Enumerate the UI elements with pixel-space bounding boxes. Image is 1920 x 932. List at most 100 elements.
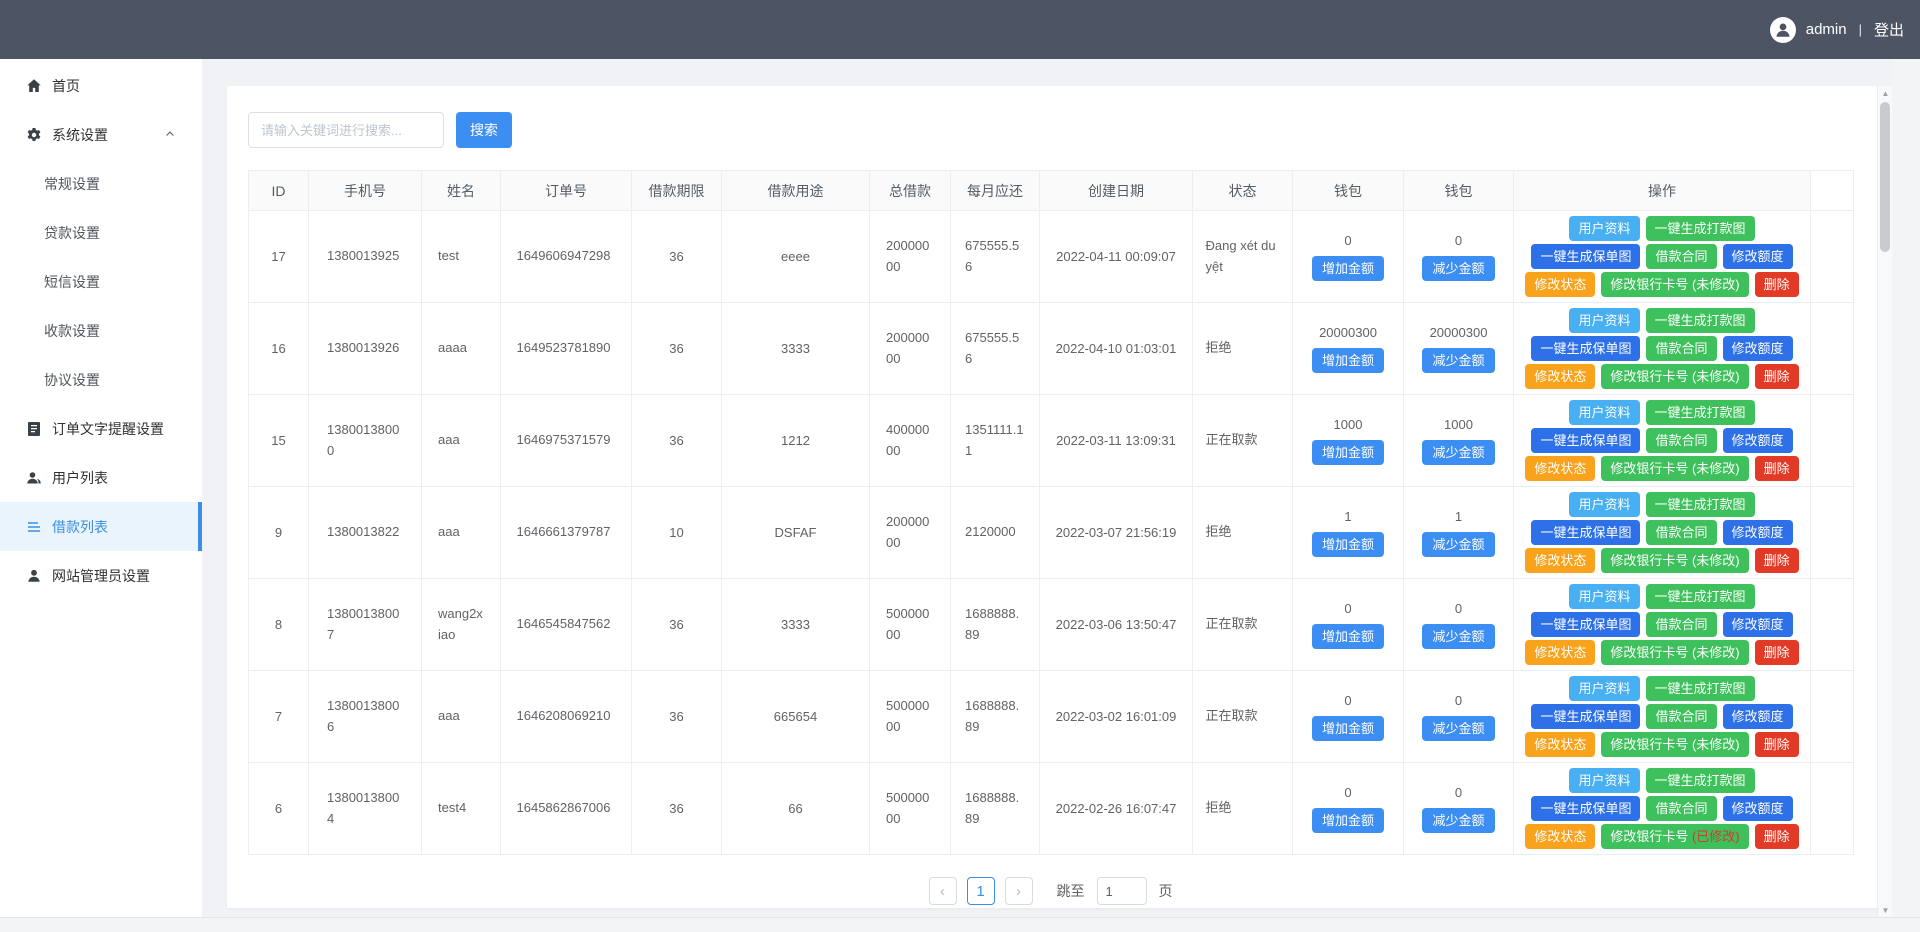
modify-quota-button[interactable]: 修改额度 <box>1722 244 1793 269</box>
modify-quota-button[interactable]: 修改额度 <box>1722 612 1793 637</box>
page-number-button[interactable]: 1 <box>966 877 995 905</box>
modify-bank-card-button[interactable]: 修改银行卡号 (未修改) <box>1601 456 1749 481</box>
delete-button[interactable]: 删除 <box>1754 272 1799 297</box>
modify-bank-card-button[interactable]: 修改银行卡号 (未修改) <box>1601 732 1749 757</box>
modify-status-button[interactable]: 修改状态 <box>1525 732 1596 757</box>
modify-status-button[interactable]: 修改状态 <box>1525 548 1596 573</box>
next-page-button[interactable]: › <box>1004 877 1033 905</box>
user-profile-button[interactable]: 用户资料 <box>1569 676 1640 701</box>
sidebar-item-payment-settings[interactable]: 收款设置 <box>0 306 202 355</box>
add-amount-button[interactable]: 增加金额 <box>1311 256 1384 282</box>
modify-quota-button[interactable]: 修改额度 <box>1722 520 1793 545</box>
generate-payment-image-button[interactable]: 一键生成打款图 <box>1645 308 1755 333</box>
sidebar-item-site-admin-settings[interactable]: 网站管理员设置 <box>0 551 202 600</box>
add-amount-button[interactable]: 增加金额 <box>1311 348 1384 374</box>
vertical-scrollbar[interactable]: ▲ ▼ <box>1877 86 1892 917</box>
generate-policy-image-button[interactable]: 一键生成保单图 <box>1531 796 1641 821</box>
column-header-9: 状态 <box>1192 170 1293 211</box>
jump-page-input[interactable] <box>1096 877 1147 905</box>
avatar[interactable] <box>1769 16 1796 43</box>
prev-page-button[interactable]: ‹ <box>928 877 957 905</box>
modify-quota-button[interactable]: 修改额度 <box>1722 336 1793 361</box>
modify-bank-card-button[interactable]: 修改银行卡号 (未修改) <box>1601 272 1749 297</box>
sidebar-item-order-text-reminder[interactable]: 订单文字提醒设置 <box>0 404 202 453</box>
delete-button[interactable]: 删除 <box>1754 640 1799 665</box>
modify-status-button[interactable]: 修改状态 <box>1525 456 1596 481</box>
generate-policy-image-button[interactable]: 一键生成保单图 <box>1531 612 1641 637</box>
loan-contract-button[interactable]: 借款合同 <box>1646 612 1717 637</box>
loan-contract-button[interactable]: 借款合同 <box>1646 428 1717 453</box>
generate-payment-image-button[interactable]: 一键生成打款图 <box>1645 584 1755 609</box>
horizontal-scrollbar[interactable] <box>0 917 1920 932</box>
reduce-amount-button[interactable]: 减少金额 <box>1422 808 1495 834</box>
generate-policy-image-button[interactable]: 一键生成保单图 <box>1531 428 1641 453</box>
user-profile-button[interactable]: 用户资料 <box>1569 308 1640 333</box>
generate-payment-image-button[interactable]: 一键生成打款图 <box>1645 768 1755 793</box>
add-amount-button[interactable]: 增加金额 <box>1311 808 1384 834</box>
user-profile-button[interactable]: 用户资料 <box>1569 768 1640 793</box>
loan-contract-button[interactable]: 借款合同 <box>1646 704 1717 729</box>
generate-policy-image-button[interactable]: 一键生成保单图 <box>1531 336 1641 361</box>
reduce-amount-button[interactable]: 减少金额 <box>1422 256 1495 282</box>
search-button[interactable]: 搜索 <box>456 112 512 148</box>
add-amount-button[interactable]: 增加金额 <box>1311 532 1384 558</box>
modify-bank-card-button[interactable]: 修改银行卡号 (未修改) <box>1601 640 1749 665</box>
generate-policy-image-button[interactable]: 一键生成保单图 <box>1531 244 1641 269</box>
sidebar-item-system-settings[interactable]: 系统设置 <box>0 110 202 159</box>
generate-payment-image-button[interactable]: 一键生成打款图 <box>1645 492 1755 517</box>
generate-payment-image-button[interactable]: 一键生成打款图 <box>1645 216 1755 241</box>
reduce-amount-button[interactable]: 减少金额 <box>1422 716 1495 742</box>
nav-separator: | <box>1858 22 1862 37</box>
delete-button[interactable]: 删除 <box>1754 364 1799 389</box>
reduce-amount-button[interactable]: 减少金额 <box>1422 532 1495 558</box>
generate-payment-image-button[interactable]: 一键生成打款图 <box>1645 400 1755 425</box>
generate-payment-image-button[interactable]: 一键生成打款图 <box>1645 676 1755 701</box>
scroll-down-arrow[interactable]: ▼ <box>1881 905 1890 915</box>
scrollbar-thumb[interactable] <box>1880 102 1890 252</box>
generate-policy-image-button[interactable]: 一键生成保单图 <box>1531 704 1641 729</box>
modify-status-button[interactable]: 修改状态 <box>1525 640 1596 665</box>
search-input[interactable] <box>248 112 444 148</box>
loan-contract-button[interactable]: 借款合同 <box>1646 796 1717 821</box>
loan-contract-button[interactable]: 借款合同 <box>1646 520 1717 545</box>
add-amount-button[interactable]: 增加金额 <box>1311 624 1384 650</box>
sidebar-item-loan-settings[interactable]: 贷款设置 <box>0 208 202 257</box>
cell-phone: 13800138004 <box>308 762 422 855</box>
modify-status-button[interactable]: 修改状态 <box>1525 824 1596 849</box>
table-header-row: ID 手机号 姓名 订单号 借款期限 借款用途 总借款 每月应还 创建日期 状态 钱包 钱包 操作 <box>248 170 1854 211</box>
delete-button[interactable]: 删除 <box>1754 732 1799 757</box>
sidebar-item-loan-list[interactable]: 借款列表 <box>0 502 202 551</box>
reduce-amount-button[interactable]: 减少金额 <box>1422 624 1495 650</box>
delete-button[interactable]: 删除 <box>1754 548 1799 573</box>
modify-bank-card-button[interactable]: 修改银行卡号 (未修改) <box>1601 364 1749 389</box>
modify-status-button[interactable]: 修改状态 <box>1525 364 1596 389</box>
scroll-up-arrow[interactable]: ▲ <box>1881 88 1890 98</box>
user-profile-button[interactable]: 用户资料 <box>1569 216 1640 241</box>
delete-button[interactable]: 删除 <box>1754 456 1799 481</box>
logout-link[interactable]: 登出 <box>1873 22 1904 39</box>
sidebar-item-sms-settings[interactable]: 短信设置 <box>0 257 202 306</box>
add-amount-button[interactable]: 增加金额 <box>1311 440 1384 466</box>
sidebar-item-agreement-settings[interactable]: 协议设置 <box>0 355 202 404</box>
cell-order-number: 1646208069210 <box>500 670 632 763</box>
user-profile-button[interactable]: 用户资料 <box>1569 584 1640 609</box>
user-profile-button[interactable]: 用户资料 <box>1569 492 1640 517</box>
sidebar-item-home[interactable]: 首页 <box>0 61 202 110</box>
loan-contract-button[interactable]: 借款合同 <box>1646 244 1717 269</box>
sidebar-item-user-list[interactable]: 用户列表 <box>0 453 202 502</box>
sidebar-item-general-settings[interactable]: 常规设置 <box>0 159 202 208</box>
add-amount-button[interactable]: 增加金额 <box>1311 716 1384 742</box>
modify-quota-button[interactable]: 修改额度 <box>1722 704 1793 729</box>
modify-bank-card-button[interactable]: 修改银行卡号 (已修改) <box>1601 824 1749 849</box>
cell-actions: 用户资料 一键生成打款图 一键生成保单图 借款合同 修改额度修改状态 修改银行卡号 (未修… <box>1513 394 1811 487</box>
modify-status-button[interactable]: 修改状态 <box>1525 272 1596 297</box>
delete-button[interactable]: 删除 <box>1754 824 1799 849</box>
modify-quota-button[interactable]: 修改额度 <box>1722 796 1793 821</box>
user-profile-button[interactable]: 用户资料 <box>1569 400 1640 425</box>
reduce-amount-button[interactable]: 减少金额 <box>1422 348 1495 374</box>
generate-policy-image-button[interactable]: 一键生成保单图 <box>1531 520 1641 545</box>
modify-quota-button[interactable]: 修改额度 <box>1722 428 1793 453</box>
loan-contract-button[interactable]: 借款合同 <box>1646 336 1717 361</box>
modify-bank-card-button[interactable]: 修改银行卡号 (未修改) <box>1601 548 1749 573</box>
reduce-amount-button[interactable]: 减少金额 <box>1422 440 1495 466</box>
